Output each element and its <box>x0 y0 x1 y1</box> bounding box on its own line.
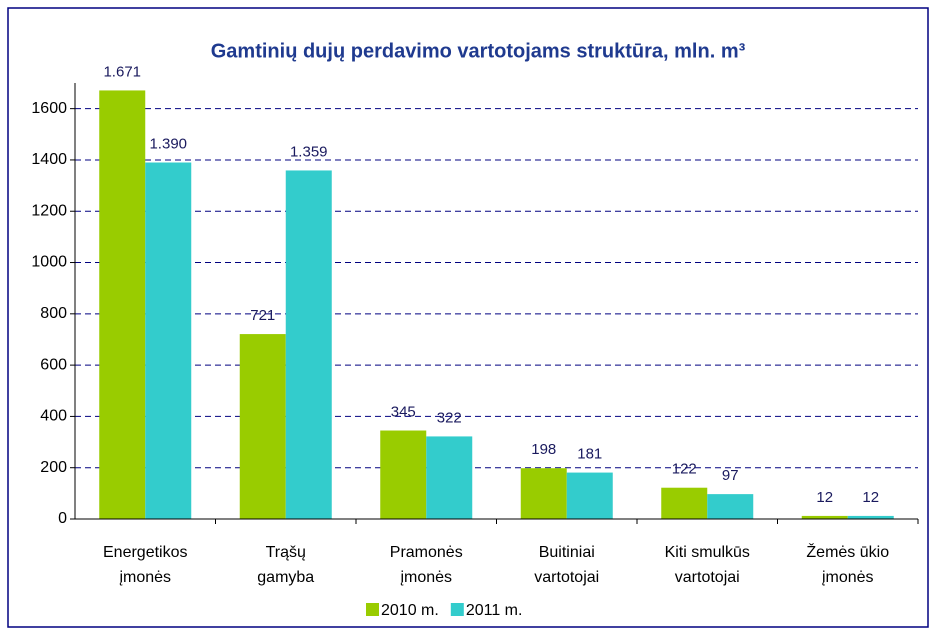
bar <box>380 430 427 519</box>
bar <box>99 90 146 519</box>
value-label: 122 <box>672 461 697 478</box>
legend-swatch <box>366 603 379 616</box>
bar <box>520 468 567 519</box>
y-tick-label: 1200 <box>31 202 67 219</box>
x-tick-label: Pramonės <box>390 544 463 561</box>
y-tick-label: 0 <box>58 510 67 527</box>
legend-label: 2011 m. <box>466 602 523 619</box>
bar <box>847 515 894 519</box>
value-label: 322 <box>437 409 462 426</box>
x-tick-label: Buitiniai <box>539 544 595 561</box>
x-tick-label: vartotojai <box>534 569 599 586</box>
value-label: 198 <box>531 441 556 458</box>
y-tick-label: 1000 <box>31 254 67 271</box>
bar <box>239 334 286 519</box>
x-tick-label: Trąšų <box>266 544 306 561</box>
value-label: 12 <box>816 489 833 506</box>
value-label: 97 <box>722 467 739 484</box>
x-tick-label: įmonės <box>822 569 874 586</box>
bar <box>566 472 613 519</box>
x-tick-label: Kiti smulkūs <box>665 544 750 561</box>
legend-label: 2010 m. <box>381 602 439 619</box>
value-label: 721 <box>250 307 275 324</box>
bar <box>801 515 848 519</box>
value-label: 12 <box>862 489 879 506</box>
chart-title: Gamtinių dujų perdavimo vartotojams stru… <box>211 40 746 62</box>
value-label: 1.390 <box>149 135 187 152</box>
bar <box>707 494 754 519</box>
x-tick-label: įmonės <box>400 569 452 586</box>
bar <box>145 162 192 519</box>
x-tick-label: Energetikos <box>103 544 188 561</box>
value-label: 345 <box>391 403 416 420</box>
y-tick-label: 600 <box>40 356 67 373</box>
y-tick-label: 200 <box>40 459 67 476</box>
y-tick-label: 1600 <box>31 100 67 117</box>
legend-swatch <box>450 603 464 616</box>
value-label: 1.359 <box>290 143 328 160</box>
y-tick-label: 400 <box>40 408 67 425</box>
bar <box>426 436 473 519</box>
x-tick-label: įmonės <box>119 569 171 586</box>
y-tick-label: 800 <box>40 305 67 322</box>
value-label: 181 <box>577 446 602 463</box>
x-tick-label: vartotojai <box>675 569 740 586</box>
y-tick-label: 1400 <box>31 151 67 168</box>
bar <box>661 487 708 519</box>
value-label: 1.671 <box>103 63 141 80</box>
bar <box>285 170 332 519</box>
x-tick-label: gamyba <box>257 569 314 586</box>
x-tick-label: Žemės ūkio <box>806 542 889 561</box>
